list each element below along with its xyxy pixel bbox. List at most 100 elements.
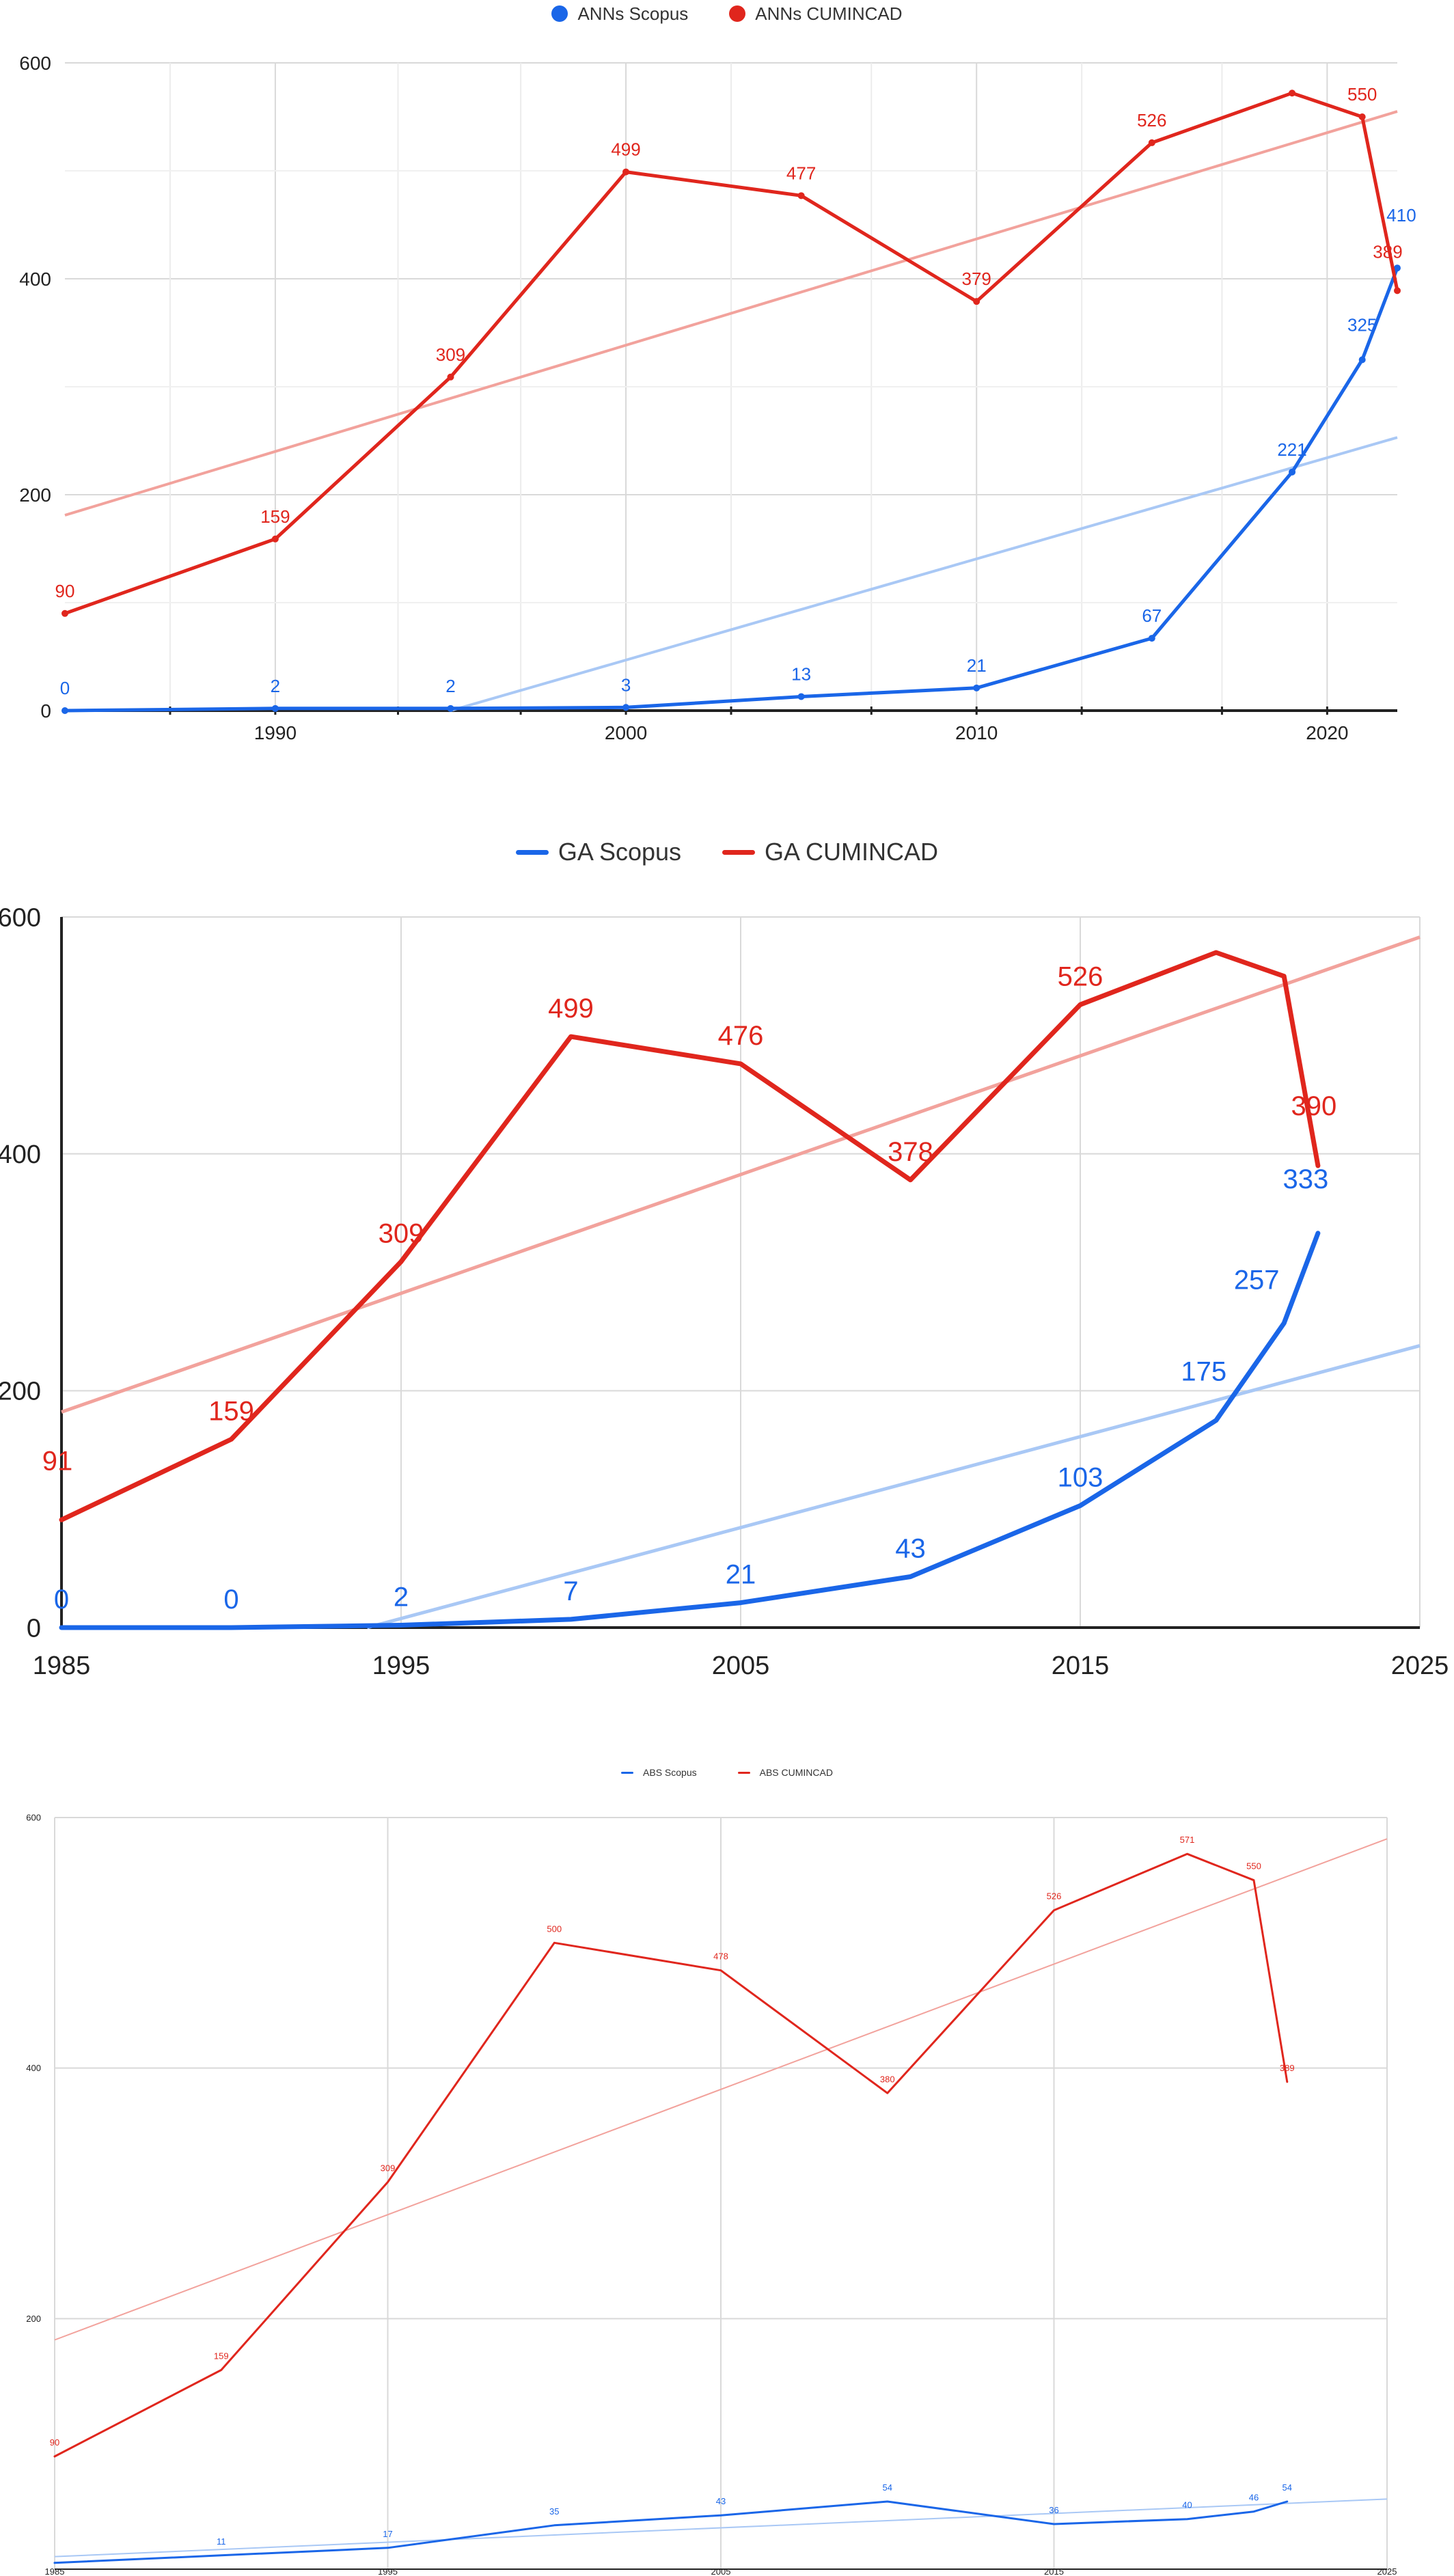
legend-item: GA Scopus [515, 835, 681, 869]
data-label: 477 [786, 163, 816, 183]
legend-item: ABS CUMINCAD [737, 1764, 833, 1781]
data-point [61, 707, 68, 714]
ga-chart-panel: GA Scopus GA CUMINCAD 1985 1995 2005 2015 202… [0, 820, 1454, 1722]
y-tick-label: 600 [26, 1813, 41, 1823]
series-line [63, 91, 1399, 616]
data-label: 7 [563, 1576, 578, 1606]
series-line [59, 950, 1321, 1522]
data-label: 21 [967, 655, 987, 676]
data-label: 309 [379, 1218, 424, 1248]
x-tick-label: 2005 [711, 2566, 731, 2576]
data-label: 325 [1347, 315, 1377, 335]
y-tick-label: 0 [40, 700, 51, 722]
data-label: 0 [223, 1585, 238, 1615]
data-label: 2 [271, 676, 280, 696]
data-label: 550 [1246, 1861, 1261, 1872]
data-label: 43 [716, 2496, 726, 2506]
data-label: 91 [42, 1446, 73, 1476]
abs-chart-panel: ABS Scopus ABS CUMINCAD 1985 1995 2005 2015 2… [0, 1749, 1454, 2576]
ga-chart-legend: GA Scopus GA CUMINCAD [0, 835, 1454, 869]
anns-chart-panel: ANNs Scopus ANNs CUMINCAD 1990 2000 2010 202… [0, 0, 1454, 745]
data-label: 526 [1137, 110, 1166, 131]
legend-label: ABS Scopus [643, 1767, 697, 1778]
data-point [1394, 287, 1401, 294]
legend-label: ANNs Scopus [577, 3, 689, 24]
data-label: 390 [1291, 1091, 1337, 1121]
axes: 1985 1995 2005 2015 2025 200 400 600 [26, 1813, 1397, 2576]
data-label: 499 [548, 994, 594, 1024]
y-tick-label: 400 [26, 2063, 41, 2073]
legend-label: GA CUMINCAD [765, 838, 939, 866]
data-point [1358, 356, 1366, 364]
abs-chart-legend: ABS Scopus ABS CUMINCAD [0, 1764, 1454, 1781]
trendline [64, 110, 1398, 517]
data-point [1148, 139, 1155, 146]
data-label: 0 [60, 678, 70, 698]
data-label: 2 [394, 1582, 409, 1613]
data-label: 389 [1280, 2063, 1295, 2073]
data-point [622, 168, 630, 176]
data-label: 389 [1373, 241, 1402, 262]
y-tick-label: 600 [0, 903, 41, 932]
data-label: 46 [1249, 2493, 1259, 2503]
x-tick-label: 2005 [712, 1652, 770, 1680]
data-point [1358, 113, 1366, 120]
data-label: 478 [713, 1951, 728, 1962]
data-label: 309 [381, 2163, 396, 2174]
legend-item: GA CUMINCAD [722, 835, 938, 869]
data-label: 54 [883, 2482, 892, 2493]
y-tick-label: 600 [19, 53, 51, 74]
legend-swatch [722, 849, 756, 855]
x-tick-label: 2025 [1391, 1652, 1449, 1680]
data-point [797, 693, 805, 700]
data-label: 309 [436, 344, 465, 365]
y-tick-label: 400 [19, 269, 51, 290]
legend-label: ANNs CUMINCAD [755, 3, 903, 24]
data-point [973, 298, 980, 305]
data-point [622, 704, 630, 711]
data-label: 378 [888, 1137, 933, 1167]
y-tick-label: 200 [26, 2314, 41, 2324]
data-label: 3 [621, 674, 631, 695]
data-label: 257 [1234, 1265, 1280, 1296]
data-label: 159 [214, 2351, 229, 2361]
trendline [61, 935, 1421, 1414]
data-label: 476 [718, 1021, 764, 1051]
data-point [1289, 90, 1296, 97]
y-tick-label: 200 [19, 484, 51, 506]
series-line [59, 1231, 1321, 1630]
data-label: 21 [726, 1560, 756, 1590]
anns-chart: 1990 2000 2010 2020 0 200 400 600 0 2 2 3 13 21 67 221 3… [19, 53, 1416, 743]
x-tick-label: 1990 [254, 722, 297, 743]
data-label: 43 [895, 1533, 926, 1563]
data-label: 221 [1277, 439, 1306, 460]
x-tick-label: 1995 [378, 2566, 398, 2576]
legend-swatch [729, 5, 746, 22]
legend-item: ABS Scopus [621, 1764, 697, 1781]
data-label: 550 [1347, 84, 1377, 105]
x-tick-label: 2020 [1306, 722, 1348, 743]
data-label: 499 [611, 139, 640, 160]
data-label: 13 [791, 663, 811, 684]
x-tick-label: 1985 [33, 1652, 91, 1680]
data-point [1148, 635, 1155, 642]
anns-chart-legend: ANNs Scopus ANNs CUMINCAD [0, 0, 1454, 27]
abs-chart: 1985 1995 2005 2015 2025 200 400 600 11 17 35 43 54 3… [26, 1813, 1397, 2576]
x-tick-label: 2015 [1044, 2566, 1064, 2576]
data-point [271, 704, 279, 712]
series-line [53, 1852, 1289, 2458]
data-label: 159 [208, 1396, 254, 1426]
data-label: 410 [1386, 205, 1416, 225]
gridlines [54, 1817, 1388, 2569]
data-label: 571 [1180, 1835, 1195, 1845]
data-label: 500 [547, 1923, 562, 1934]
x-tick-label: 2000 [605, 722, 647, 743]
y-tick-label: 0 [27, 1614, 41, 1643]
data-point [1394, 264, 1401, 272]
data-label: 90 [55, 581, 75, 601]
trendline [366, 1344, 1421, 1630]
trendline [54, 2498, 1388, 2558]
data-label: 17 [383, 2529, 392, 2539]
